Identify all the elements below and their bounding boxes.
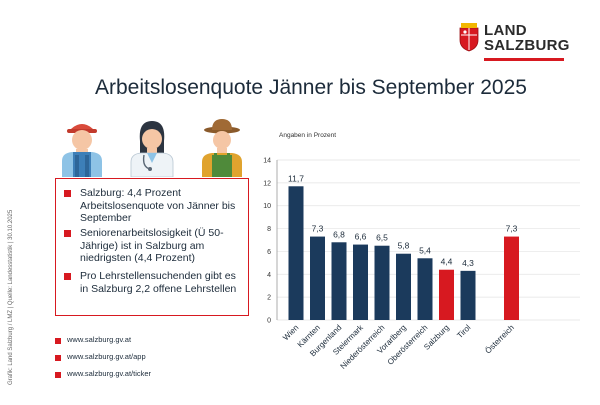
x-category-label: Wien <box>281 323 300 342</box>
y-tick-label: 14 <box>263 158 271 165</box>
bar-value-label: 4,3 <box>462 258 474 268</box>
red-square-bullet-icon <box>64 230 71 237</box>
page-title: Arbeitslosenquote Jänner bis September 2… <box>95 76 527 99</box>
info-text: Pro Lehrstellensuchenden gibt es in Salz… <box>80 270 237 295</box>
link-item[interactable]: www.salzburg.gv.at/app <box>55 352 255 364</box>
link-item[interactable]: www.salzburg.gv.at <box>55 335 255 347</box>
doctor-icon <box>130 121 174 177</box>
bar-value-label: 11,7 <box>288 173 304 183</box>
chart-canvas: Angaben in Prozent 0 2 4 6 8 10 12 14 11,7 Wien 7,3… <box>263 132 580 371</box>
key-facts-box: Salzburg: 4,4 Prozent Arbeitslosenquote … <box>55 178 249 316</box>
bar-value-label: 5,4 <box>419 245 431 255</box>
bar <box>310 236 325 320</box>
bar-value-label: 4,4 <box>441 257 453 267</box>
bar-value-label: 6,5 <box>376 233 388 243</box>
bar-value-label: 7,3 <box>506 224 518 234</box>
bar <box>460 270 476 320</box>
logo-text-salzburg: SALZBURG <box>484 37 570 54</box>
bar <box>417 258 433 320</box>
info-text: Salzburg: 4,4 Prozent Arbeitslosenquote … <box>80 187 236 224</box>
y-tick-label: 12 <box>263 180 271 187</box>
red-square-bullet-icon <box>55 355 61 361</box>
bar <box>331 242 347 320</box>
y-tick-label: 0 <box>267 318 271 325</box>
y-tick-label: 8 <box>267 226 271 233</box>
worker-cap-icon <box>62 124 102 177</box>
land-salzburg-logo: LAND SALZBURG <box>458 20 578 62</box>
x-category-label: Österreich <box>483 323 515 355</box>
bar <box>504 236 519 320</box>
y-tick-label: 2 <box>267 295 271 302</box>
bar <box>396 253 411 320</box>
coat-of-arms-icon <box>459 23 479 52</box>
bar <box>374 245 390 320</box>
y-tick-label: 4 <box>267 272 271 279</box>
link-item[interactable]: www.salzburg.gv.at/ticker <box>55 369 255 381</box>
bar <box>353 244 368 320</box>
farmer-icon <box>202 119 242 177</box>
y-tick-label: 10 <box>263 203 271 210</box>
bar <box>439 269 454 320</box>
x-category-label: Tirol <box>455 323 472 340</box>
red-square-bullet-icon <box>55 338 61 344</box>
logo-underline <box>484 58 564 61</box>
red-square-bullet-icon <box>64 190 71 197</box>
source-credit: Grafik: Land Salzburg / LMZ | Quelle: La… <box>8 209 14 385</box>
bar-value-label: 7,3 <box>312 224 324 234</box>
bar-value-label: 6,8 <box>333 229 345 239</box>
bar-value-label: 6,6 <box>355 232 367 242</box>
info-text: Seniorenarbeitslosigkeit (Ü 50-Jährige) … <box>80 227 224 264</box>
unemployment-bar-chart: Angaben in Prozent 0 2 4 6 8 10 12 14 11,7 Wien 7,3… <box>255 120 595 400</box>
link-salzburg-app[interactable]: www.salzburg.gv.at/app <box>67 352 146 361</box>
y-tick-label: 6 <box>267 249 271 256</box>
red-square-bullet-icon <box>55 372 61 378</box>
bar <box>288 186 304 320</box>
logo-text-land: LAND <box>484 22 527 39</box>
link-salzburg-website[interactable]: www.salzburg.gv.at <box>67 335 132 344</box>
chart-subtitle: Angaben in Prozent <box>279 132 336 139</box>
bar-value-label: 5,8 <box>398 241 410 251</box>
figures-illustration <box>52 115 252 177</box>
red-square-bullet-icon <box>64 273 71 280</box>
link-salzburg-ticker[interactable]: www.salzburg.gv.at/ticker <box>67 369 152 378</box>
